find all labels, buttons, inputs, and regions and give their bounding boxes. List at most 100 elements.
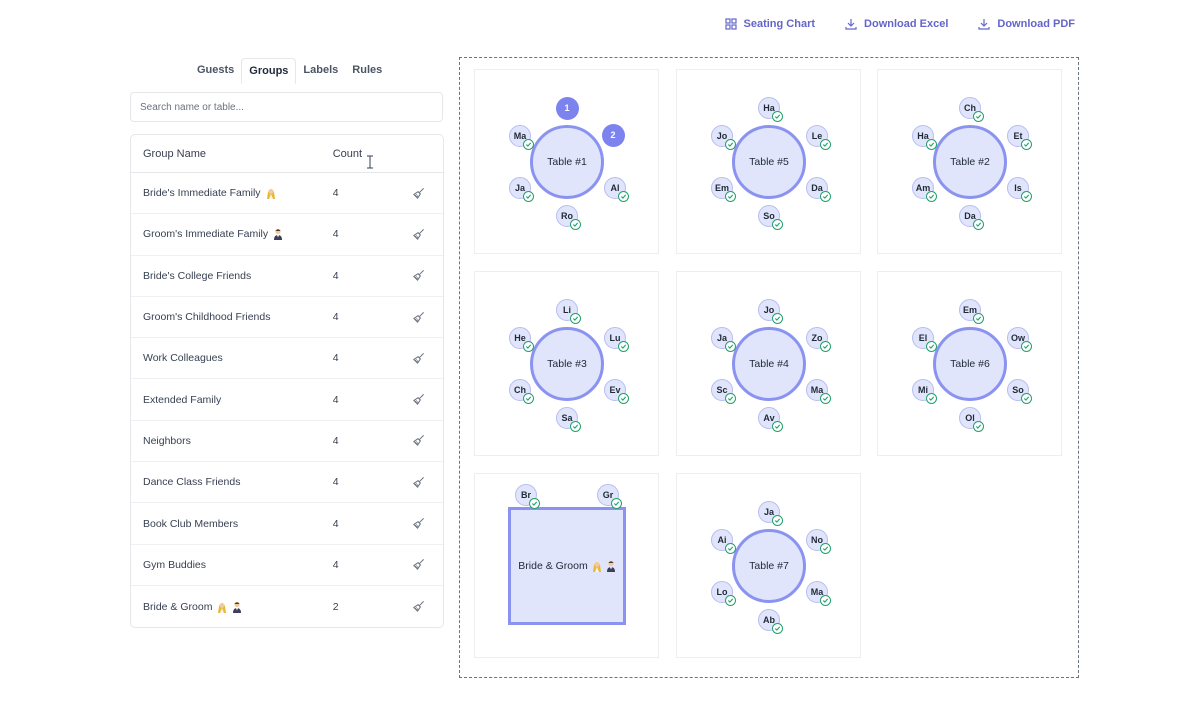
seat[interactable]: Ab: [758, 609, 783, 634]
seat[interactable]: Lu: [604, 327, 629, 352]
seat-number[interactable]: 2: [601, 123, 625, 147]
seat[interactable]: Ma: [509, 125, 534, 150]
seat[interactable]: Ja: [711, 327, 736, 352]
seat[interactable]: Am: [912, 177, 937, 202]
download-pdf-label: Download PDF: [997, 18, 1075, 30]
seat[interactable]: Al: [604, 177, 629, 202]
group-name-header[interactable]: Group Name: [143, 147, 206, 160]
seat[interactable]: He: [509, 327, 534, 352]
clear-group-button[interactable]: [394, 352, 443, 365]
seat[interactable]: Ja: [509, 177, 534, 202]
table-row[interactable]: Dance Class Friends 4: [131, 462, 443, 504]
seat-label: 1: [564, 103, 570, 113]
round-table[interactable]: Table #5: [732, 125, 806, 199]
seat[interactable]: Ow: [1007, 327, 1032, 352]
seat[interactable]: Ev: [604, 379, 629, 404]
seat[interactable]: Br: [515, 484, 540, 509]
seat[interactable]: Ol: [959, 407, 984, 432]
round-table[interactable]: Table #6: [933, 327, 1007, 401]
clear-group-button[interactable]: [394, 228, 443, 241]
table-row[interactable]: Book Club Members 4: [131, 503, 443, 545]
head-table[interactable]: Bride & Groom: [508, 507, 626, 625]
tab-guests[interactable]: Guests: [197, 64, 235, 76]
seat[interactable]: So: [1007, 379, 1032, 404]
seat[interactable]: Mi: [912, 379, 937, 404]
count-header[interactable]: Count: [332, 147, 363, 160]
round-table[interactable]: Table #1: [530, 125, 604, 199]
clear-group-button[interactable]: [394, 311, 443, 324]
clear-group-button[interactable]: [394, 558, 443, 571]
round-table[interactable]: Table #4: [732, 327, 806, 401]
search-input[interactable]: [130, 92, 443, 122]
table-label: Table #1: [547, 156, 587, 168]
clear-group-button[interactable]: [394, 269, 443, 282]
seat[interactable]: Sc: [711, 379, 736, 404]
broom-icon: [413, 228, 425, 240]
table-row[interactable]: Bride's College Friends 4: [131, 256, 443, 297]
tab-labels[interactable]: Labels: [303, 64, 339, 76]
seat[interactable]: Ai: [711, 529, 736, 554]
clear-group-button[interactable]: [394, 434, 443, 447]
round-table[interactable]: Table #3: [530, 327, 604, 401]
seat[interactable]: Ma: [806, 379, 831, 404]
seat[interactable]: Da: [959, 205, 984, 230]
seat[interactable]: Le: [806, 125, 831, 150]
clear-group-button[interactable]: [394, 393, 443, 406]
tab-rules[interactable]: Rules: [352, 64, 383, 76]
seat[interactable]: Ha: [758, 97, 783, 122]
table-row[interactable]: Bride & Groom 2: [131, 586, 443, 627]
seat[interactable]: Zo: [806, 327, 831, 352]
check-icon: [772, 313, 783, 324]
seat-label: Am: [915, 183, 931, 193]
table-row[interactable]: Groom's Immediate Family 4: [131, 214, 443, 256]
seat[interactable]: Em: [959, 299, 984, 324]
seating-chart-button[interactable]: Seating Chart: [724, 18, 815, 30]
download-excel-button[interactable]: Download Excel: [845, 18, 948, 30]
clear-group-button[interactable]: [394, 476, 443, 489]
group-count: 4: [332, 476, 339, 489]
seat[interactable]: Ch: [509, 379, 534, 404]
seat[interactable]: Jo: [711, 125, 736, 150]
seat-label: Da: [964, 211, 976, 221]
table-row[interactable]: Neighbors 4: [131, 421, 443, 463]
seat[interactable]: Is: [1007, 177, 1032, 202]
clear-group-button[interactable]: [394, 600, 443, 613]
check-icon: [570, 421, 581, 432]
seat[interactable]: Ha: [912, 125, 937, 150]
seat[interactable]: So: [758, 205, 783, 230]
table-card: Table #1 1 2 Al Ro Ja Ma: [474, 69, 659, 254]
seat[interactable]: Ja: [758, 501, 783, 526]
seat[interactable]: Da: [806, 177, 831, 202]
clear-group-button[interactable]: [394, 517, 443, 530]
check-icon: [618, 341, 629, 352]
seat[interactable]: Lo: [711, 581, 736, 606]
seat[interactable]: Ma: [806, 581, 831, 606]
seating-canvas[interactable]: Table #1 1 2 Al Ro Ja Ma Table #5 Ha Le Da So Em Jo Ta…: [459, 57, 1079, 678]
seat-label: Ai: [717, 535, 727, 545]
seat[interactable]: Ch: [959, 97, 984, 122]
seat[interactable]: Jo: [758, 299, 783, 324]
seat[interactable]: El: [912, 327, 937, 352]
round-table[interactable]: Table #7: [732, 529, 806, 603]
seat[interactable]: Av: [758, 407, 783, 432]
table-row[interactable]: Bride's Immediate Family 4: [131, 173, 443, 215]
table-row[interactable]: Extended Family 4: [131, 379, 443, 421]
seat[interactable]: No: [806, 529, 831, 554]
seat[interactable]: Li: [556, 299, 581, 324]
tab-groups[interactable]: Groups: [241, 58, 297, 84]
download-pdf-button[interactable]: Download PDF: [978, 18, 1075, 30]
seat[interactable]: Ro: [556, 205, 581, 230]
seat-number[interactable]: 1: [555, 96, 579, 120]
round-table[interactable]: Table #2: [933, 125, 1007, 199]
check-icon: [772, 219, 783, 230]
seat[interactable]: Et: [1007, 125, 1032, 150]
groom-icon: [274, 229, 283, 241]
table-row[interactable]: Work Colleagues 4: [131, 338, 443, 380]
seat[interactable]: Em: [711, 177, 736, 202]
check-icon: [725, 543, 736, 554]
table-row[interactable]: Gym Buddies 4: [131, 545, 443, 586]
seat[interactable]: Sa: [556, 407, 581, 432]
seat[interactable]: Gr: [597, 484, 622, 509]
table-row[interactable]: Groom's Childhood Friends 4: [131, 297, 443, 339]
clear-group-button[interactable]: [394, 187, 443, 200]
